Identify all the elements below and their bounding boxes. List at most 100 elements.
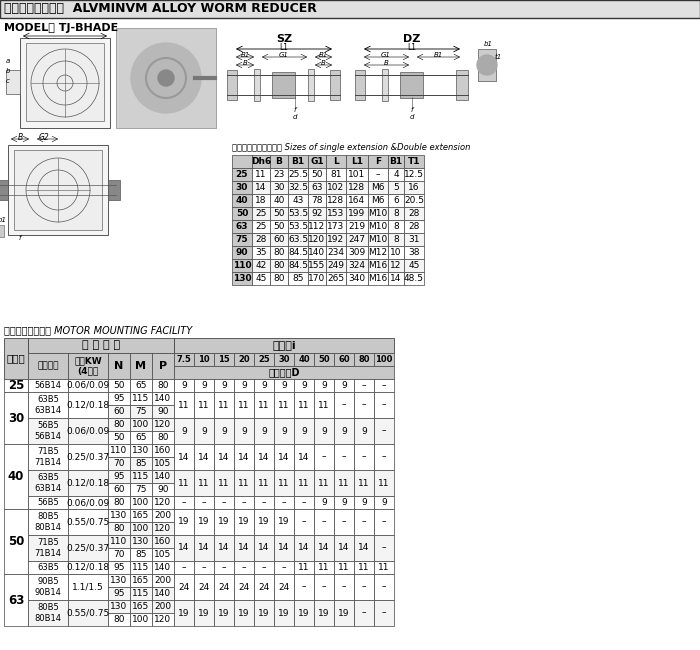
Text: b1: b1 xyxy=(0,217,6,223)
Text: 192: 192 xyxy=(328,235,344,244)
Text: 25: 25 xyxy=(236,170,248,179)
Bar xyxy=(270,272,288,285)
Text: d: d xyxy=(293,114,297,120)
Bar xyxy=(388,220,404,233)
Bar xyxy=(130,509,152,522)
Bar xyxy=(478,49,496,81)
Bar xyxy=(404,272,424,285)
Text: –: – xyxy=(382,400,386,410)
Bar xyxy=(234,444,254,470)
Text: 0.06/0.09: 0.06/0.09 xyxy=(66,498,110,507)
Text: 11: 11 xyxy=(358,478,370,488)
Text: 0.12/0.18: 0.12/0.18 xyxy=(66,563,110,572)
Text: –: – xyxy=(222,563,226,572)
Text: 魋合金輸輪減速機  ALVMINVM ALLOY WORM REDUCER: 魋合金輸輪減速機 ALVMINVM ALLOY WORM REDUCER xyxy=(4,3,317,16)
Bar xyxy=(214,353,234,366)
Bar xyxy=(354,444,374,470)
Text: –: – xyxy=(382,608,386,618)
Bar xyxy=(214,496,234,509)
Text: B: B xyxy=(243,60,247,66)
Text: 95: 95 xyxy=(113,472,125,481)
Bar xyxy=(194,509,214,535)
Bar xyxy=(274,574,294,600)
Bar xyxy=(374,561,394,574)
Bar xyxy=(294,392,314,418)
Text: 19: 19 xyxy=(338,608,350,618)
Text: 80: 80 xyxy=(273,261,285,270)
Text: 50: 50 xyxy=(273,222,285,231)
Text: 0.12/0.18: 0.12/0.18 xyxy=(66,400,110,410)
Bar xyxy=(194,353,214,366)
Bar xyxy=(254,379,274,392)
Text: 19: 19 xyxy=(198,608,210,618)
Text: –: – xyxy=(322,517,326,526)
Text: 5: 5 xyxy=(393,183,399,192)
Text: 14: 14 xyxy=(218,543,230,552)
Text: 11: 11 xyxy=(198,400,210,410)
Text: –: – xyxy=(342,582,346,592)
Bar xyxy=(68,470,108,496)
Bar xyxy=(270,181,288,194)
Bar xyxy=(374,574,394,600)
Text: 80: 80 xyxy=(158,381,169,390)
Text: b1: b1 xyxy=(484,41,493,47)
Text: 14: 14 xyxy=(358,543,370,552)
Text: 200: 200 xyxy=(155,511,172,520)
Text: 71B5
71B14: 71B5 71B14 xyxy=(34,447,62,467)
Text: –: – xyxy=(362,400,366,410)
Text: M10: M10 xyxy=(368,235,388,244)
Bar xyxy=(404,168,424,181)
Bar xyxy=(274,353,294,366)
Text: –: – xyxy=(262,563,266,572)
Bar xyxy=(294,561,314,574)
Text: M12: M12 xyxy=(368,248,388,257)
Bar xyxy=(274,418,294,444)
Text: –: – xyxy=(362,608,366,618)
Bar xyxy=(194,561,214,574)
Bar xyxy=(130,379,152,392)
Text: –: – xyxy=(382,543,386,552)
Text: 14: 14 xyxy=(178,543,190,552)
Bar xyxy=(388,259,404,272)
Text: 11: 11 xyxy=(378,478,390,488)
Text: 9: 9 xyxy=(341,426,347,436)
Bar xyxy=(174,561,194,574)
Text: –: – xyxy=(202,563,206,572)
Bar xyxy=(108,180,120,200)
Bar xyxy=(334,418,354,444)
Text: 84.5: 84.5 xyxy=(288,248,308,257)
Text: 0.06/0.09: 0.06/0.09 xyxy=(66,381,110,390)
Text: 65: 65 xyxy=(135,433,147,442)
Text: 11: 11 xyxy=(378,563,390,572)
Bar xyxy=(152,379,174,392)
Bar xyxy=(314,444,334,470)
Bar xyxy=(232,168,252,181)
Bar xyxy=(314,392,334,418)
Bar xyxy=(130,392,152,405)
Text: 20.5: 20.5 xyxy=(404,196,424,205)
Bar xyxy=(270,233,288,246)
Bar xyxy=(194,496,214,509)
Text: L1: L1 xyxy=(279,42,288,51)
Text: 軸芯尺寸D: 軸芯尺寸D xyxy=(268,367,300,378)
Text: 14: 14 xyxy=(198,452,210,462)
Text: –: – xyxy=(362,582,366,592)
Bar xyxy=(254,444,274,470)
Bar xyxy=(374,392,394,418)
Bar xyxy=(152,509,174,522)
Text: 120: 120 xyxy=(155,498,172,507)
Bar xyxy=(28,444,68,470)
Text: 0.25/0.37: 0.25/0.37 xyxy=(66,543,110,552)
Text: –: – xyxy=(281,563,286,572)
Text: 9: 9 xyxy=(301,426,307,436)
Bar xyxy=(354,561,374,574)
Text: 80: 80 xyxy=(113,615,125,624)
Text: 80: 80 xyxy=(113,498,125,507)
Text: 24: 24 xyxy=(239,582,250,592)
Bar xyxy=(274,470,294,496)
Text: 9: 9 xyxy=(221,426,227,436)
Text: 75: 75 xyxy=(236,235,248,244)
Text: 8: 8 xyxy=(393,222,399,231)
Text: 4: 4 xyxy=(393,170,399,179)
Text: 80: 80 xyxy=(273,274,285,283)
